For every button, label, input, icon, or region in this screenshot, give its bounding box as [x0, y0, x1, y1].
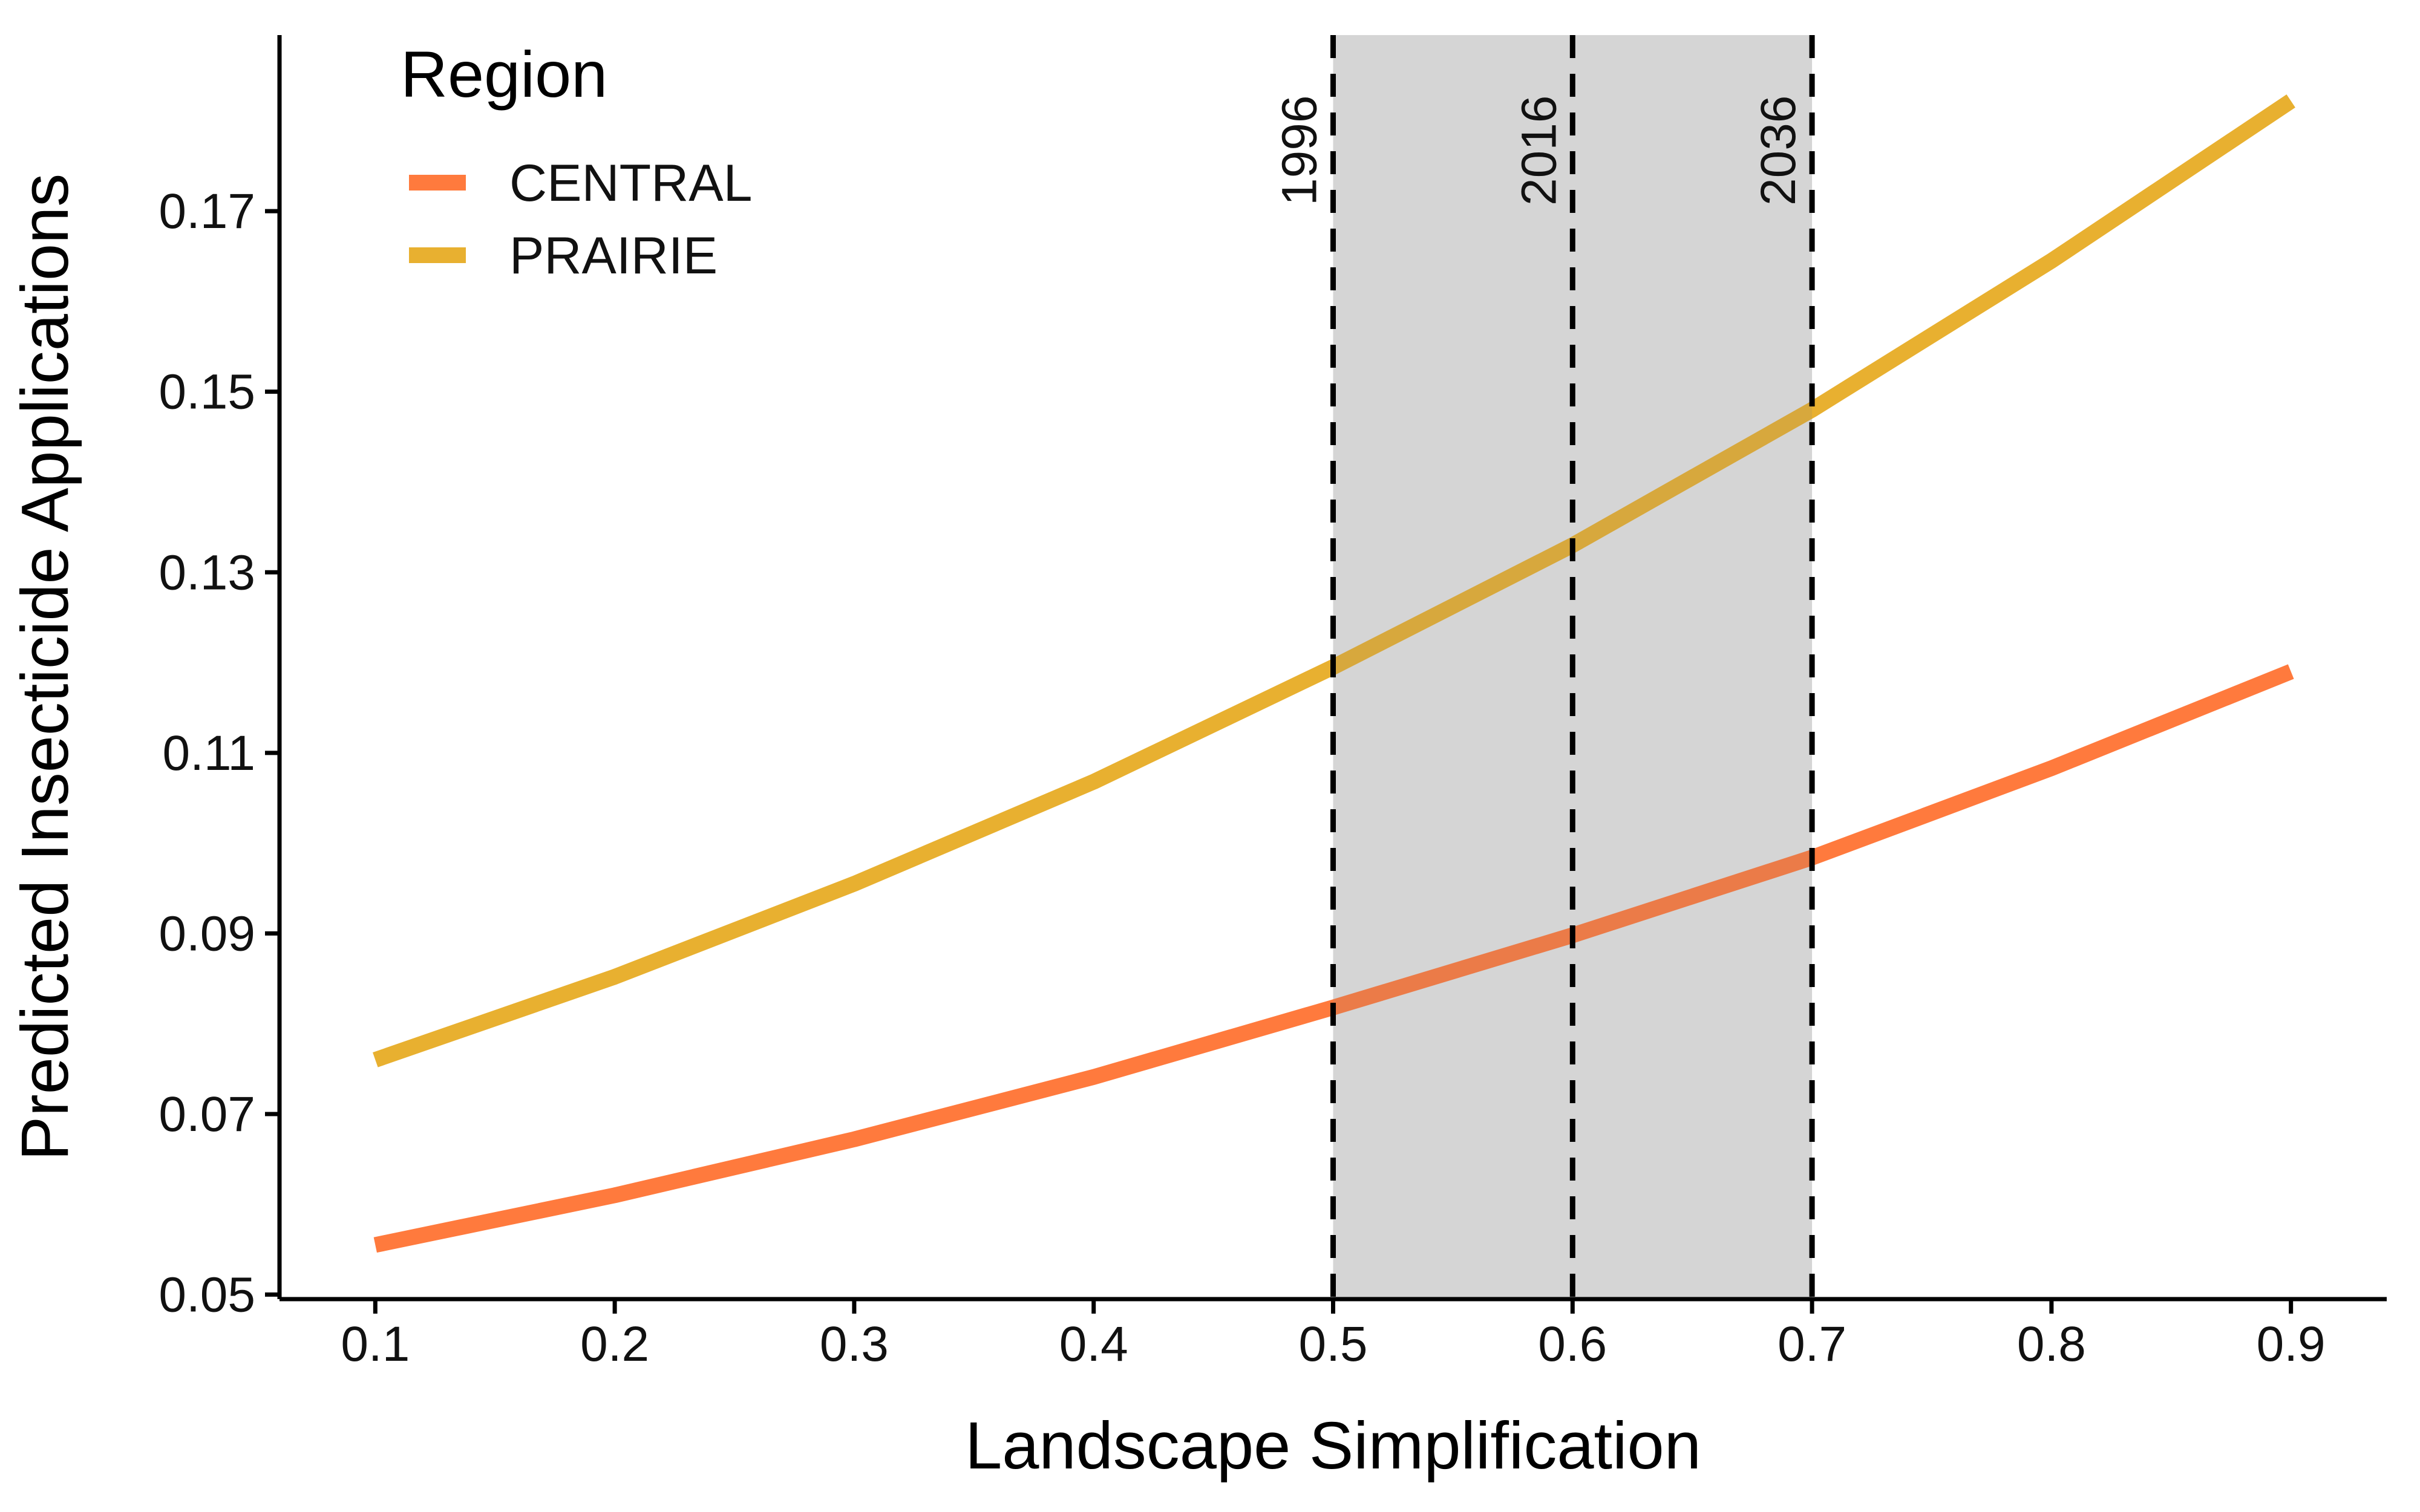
y-axis-title: Predicted Insecticide Applications: [8, 174, 82, 1161]
reference-line-label-2016: 2016: [1511, 96, 1566, 206]
x-tick-label-7: 0.8: [2017, 1317, 2086, 1372]
x-tick-label-3: 0.4: [1059, 1317, 1128, 1372]
x-tick-label-1: 0.2: [580, 1317, 649, 1372]
legend-label-prairie: PRAIRIE: [509, 227, 718, 285]
x-tick-label-6: 0.7: [1777, 1317, 1846, 1372]
y-tick-label-2: 0.09: [159, 906, 255, 961]
y-tick-label-1: 0.07: [159, 1087, 255, 1142]
y-tick-label-0: 0.05: [159, 1268, 255, 1323]
y-tick-label-4: 0.13: [159, 545, 255, 600]
legend-label-central: CENTRAL: [509, 154, 752, 212]
y-tick-label-5: 0.15: [159, 365, 255, 420]
reference-line-label-2036: 2036: [1751, 96, 1806, 206]
reference-line-label-1996: 1996: [1272, 96, 1327, 206]
x-tick-label-0: 0.1: [341, 1317, 410, 1372]
x-axis-title: Landscape Simplification: [965, 1409, 1701, 1483]
x-tick-label-8: 0.9: [2257, 1317, 2326, 1372]
x-tick-label-5: 0.6: [1538, 1317, 1607, 1372]
legend-title: Region: [401, 37, 607, 111]
y-tick-label-6: 0.17: [159, 184, 255, 239]
y-tick-label-3: 0.11: [162, 726, 255, 781]
x-tick-label-4: 0.5: [1299, 1317, 1368, 1372]
x-tick-label-2: 0.3: [820, 1317, 889, 1372]
